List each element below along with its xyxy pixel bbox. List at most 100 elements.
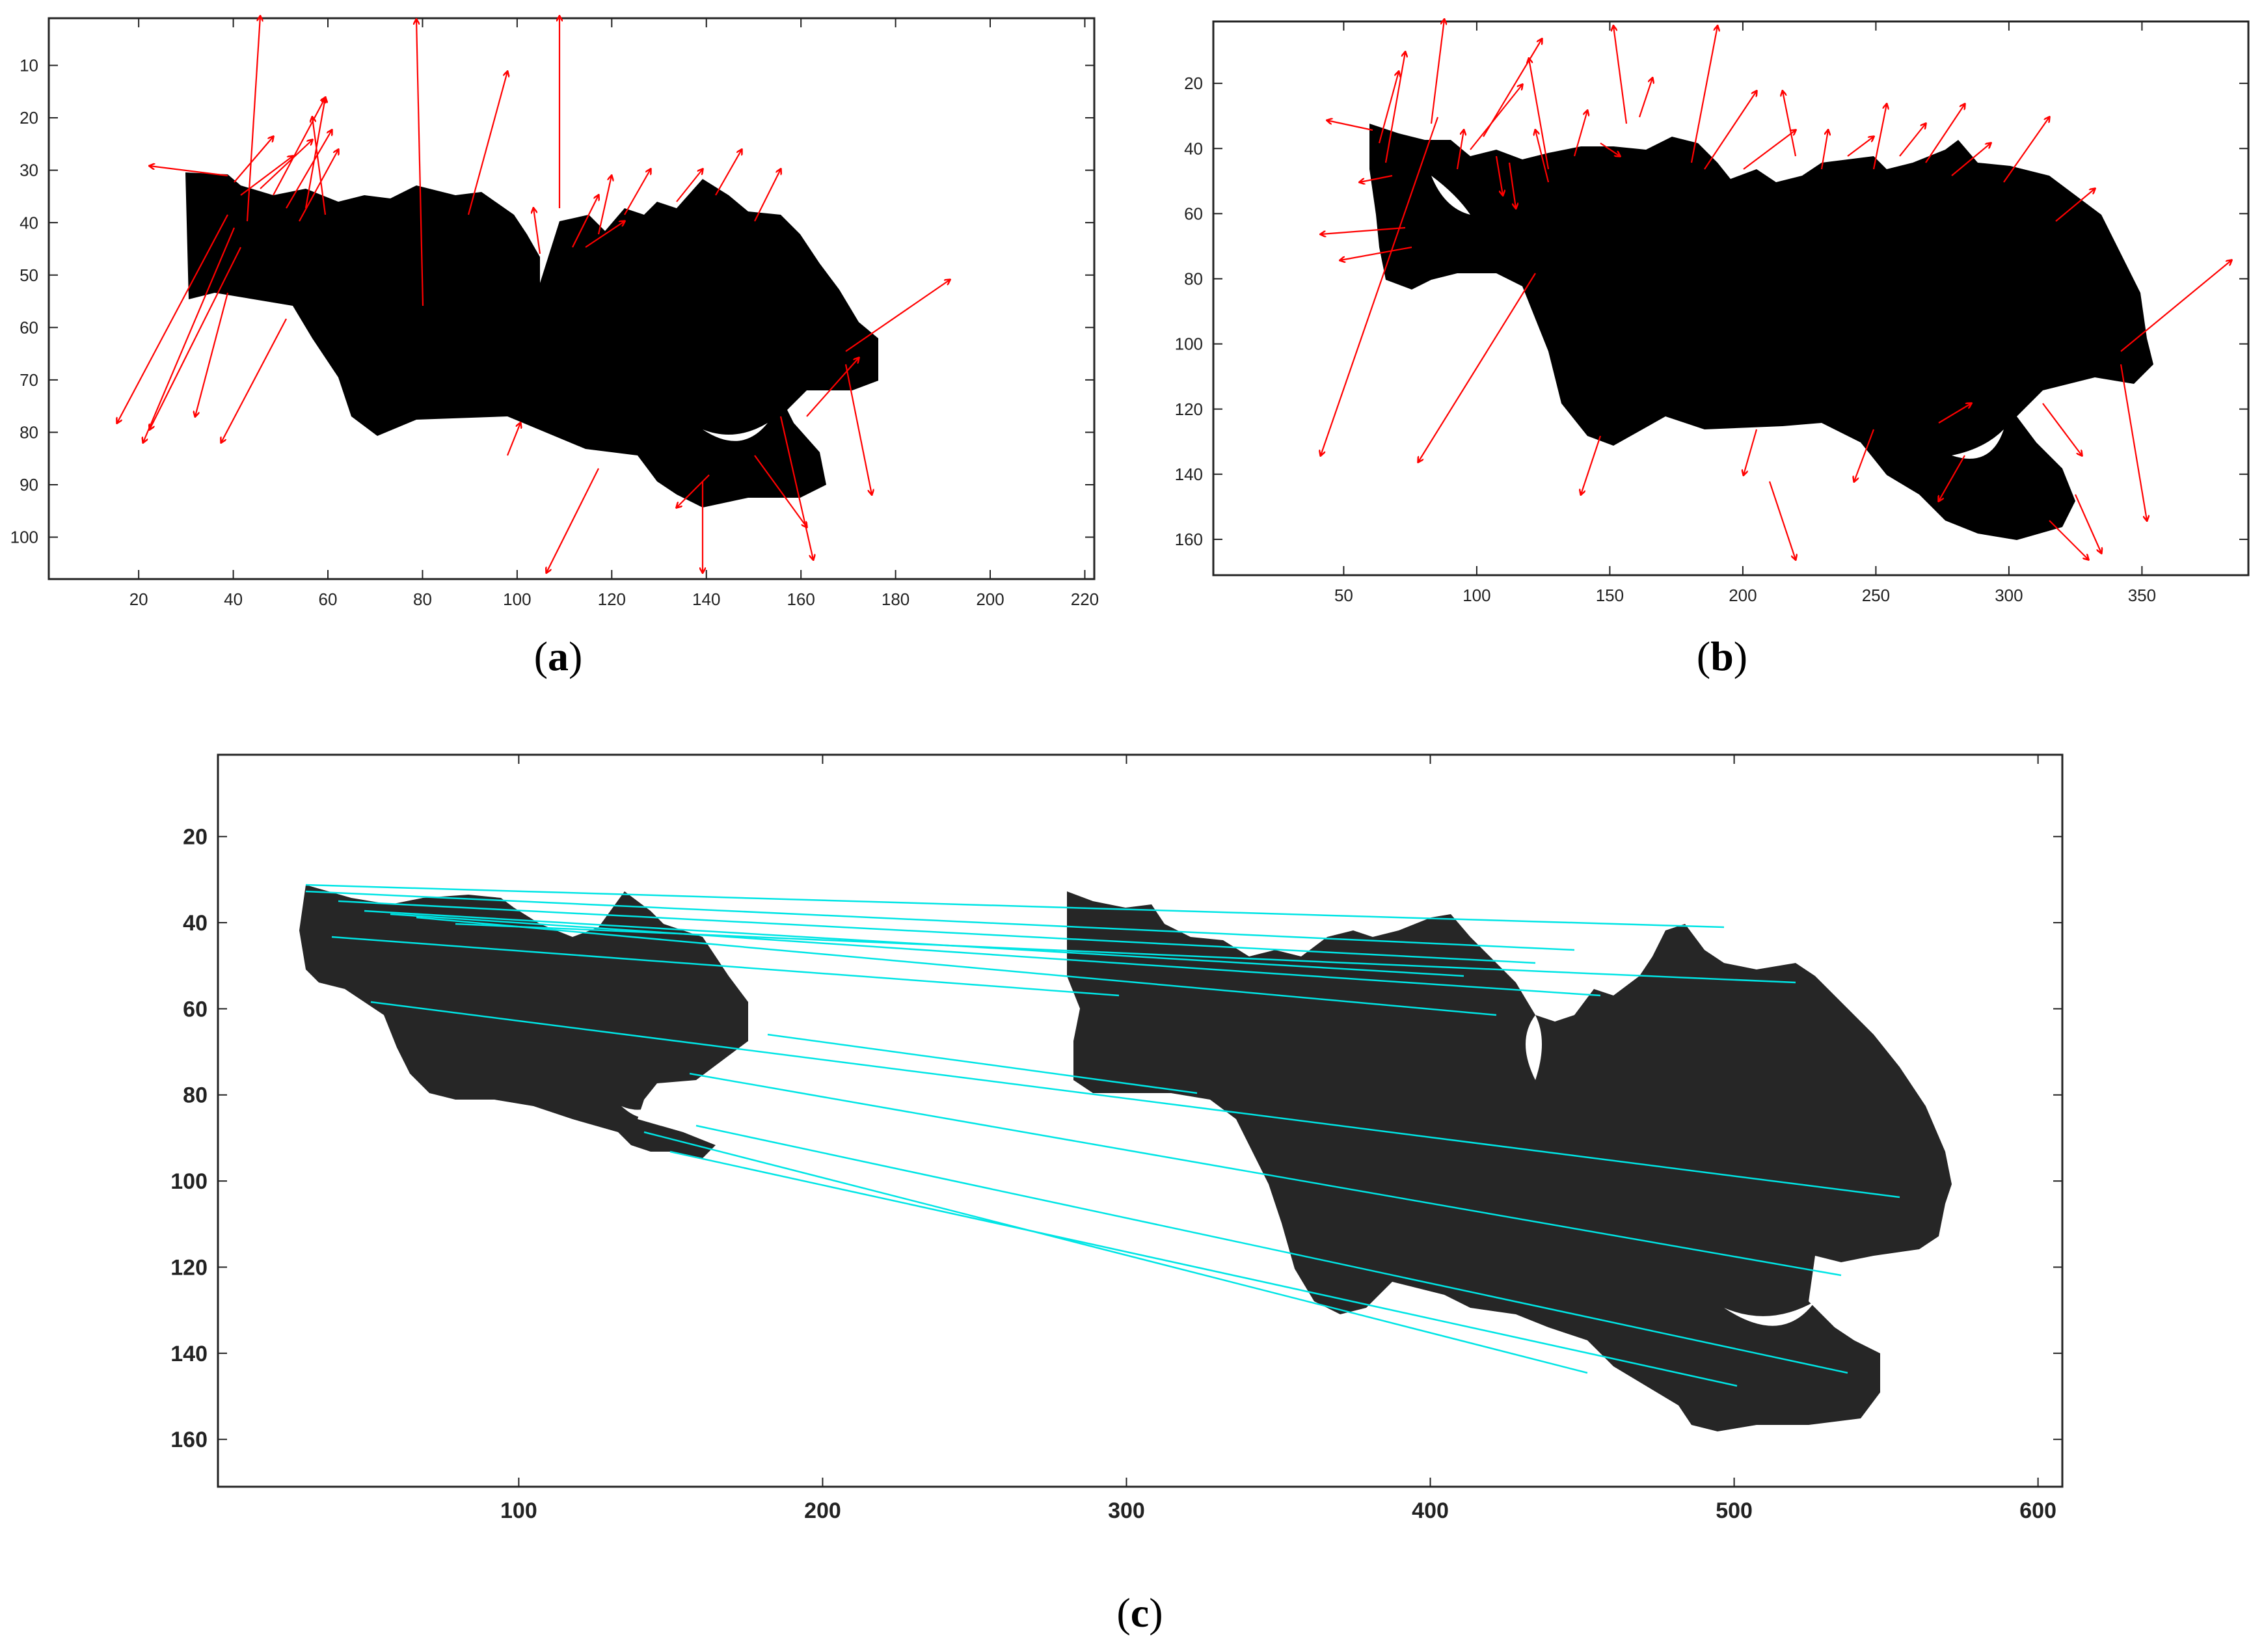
feature-arrow	[1939, 455, 1965, 501]
feature-arrow	[1854, 429, 1875, 481]
panel-a-ytick-label: 90	[20, 475, 38, 494]
panel-c-shape-right-hole-1	[1526, 1015, 1542, 1080]
panel-c-xtick-label: 600	[2019, 1498, 2056, 1523]
feature-arrow	[2074, 494, 2101, 553]
match-line	[455, 923, 1796, 984]
feature-arrow	[1581, 435, 1602, 494]
panel-a-xtick-label: 60	[319, 589, 338, 609]
panel-c-ytick-label: 60	[183, 997, 208, 1022]
feature-arrow	[2055, 189, 2095, 222]
panel-c-ytick-label: 100	[170, 1169, 208, 1194]
match-line	[305, 890, 1575, 951]
panel-a: 20 40 60 80 100 120 140 160 180 200 220 10 20 30 40 50…	[10, 16, 1099, 679]
panel-a-xtick-label: 180	[882, 589, 910, 609]
feature-arrow	[143, 227, 236, 442]
panel-b-caption: (b)	[1697, 633, 1747, 679]
feature-arrow	[286, 130, 332, 209]
panel-a-shape	[185, 172, 878, 508]
feature-arrow	[1600, 142, 1620, 156]
panel-a-ytick-label: 80	[20, 423, 38, 442]
feature-arrow	[806, 358, 859, 417]
feature-arrow	[246, 16, 260, 222]
panel-b-xtick-label: 100	[1462, 586, 1490, 605]
feature-arrow	[1508, 162, 1516, 208]
panel-a-yticks: 10 20 30 40 50 60 70 80 90 100	[10, 56, 1094, 547]
panel-c-xtick-label: 200	[804, 1498, 841, 1523]
feature-arrow	[195, 292, 229, 416]
panel-b-ytick-label: 100	[1175, 334, 1203, 354]
feature-arrow	[844, 364, 872, 494]
panel-b-ytick-label: 60	[1184, 204, 1203, 223]
feature-arrow	[1378, 72, 1399, 144]
panel-c-xtick-label: 300	[1108, 1498, 1145, 1523]
feature-arrow	[754, 169, 781, 222]
panel-c-xticks: 100 200 300 400 500 600	[500, 755, 2056, 1523]
panel-b-shape-hole-2	[1952, 429, 2004, 459]
feature-arrow	[1430, 20, 1444, 124]
feature-arrow	[1456, 130, 1464, 170]
panel-b-ytick-label: 20	[1184, 74, 1203, 93]
panel-a-xtick-label: 100	[503, 589, 531, 609]
feature-arrow	[150, 247, 241, 429]
panel-a-arrows	[117, 16, 950, 573]
panel-b-xtick-label: 300	[1995, 586, 2023, 605]
feature-arrow	[1938, 403, 1971, 424]
panel-a-ytick-label: 20	[20, 108, 38, 128]
feature-arrow	[221, 318, 287, 442]
match-line	[331, 936, 1120, 997]
panel-a-caption-letter: a	[548, 633, 569, 679]
panel-c-yticks: 20 40 60 80 100 120 140 160	[170, 825, 2062, 1452]
feature-arrow	[1384, 52, 1405, 163]
feature-arrow	[1872, 104, 1887, 170]
feature-arrow	[1820, 130, 1828, 170]
panel-c-xtick-label: 100	[500, 1498, 537, 1523]
feature-arrow	[1470, 85, 1522, 150]
feature-arrow	[1483, 39, 1542, 137]
feature-arrow	[1768, 481, 1796, 560]
panel-c-ytick-label: 120	[170, 1255, 208, 1280]
match-line	[338, 900, 1536, 964]
panel-c-match-lines	[305, 884, 1900, 1387]
feature-arrow	[1360, 174, 1393, 182]
feature-arrow	[1690, 26, 1718, 163]
feature-arrow	[506, 423, 520, 456]
panel-a-ytick-label: 10	[20, 56, 38, 75]
panel-b-caption-letter: b	[1710, 633, 1734, 679]
feature-arrow	[1899, 124, 1926, 157]
feature-arrow	[1951, 143, 1991, 176]
feature-arrow	[1418, 273, 1536, 462]
panel-c-caption: (c)	[1116, 1590, 1163, 1636]
panel-b-ytick-label: 80	[1184, 269, 1203, 289]
panel-c-caption-letter: c	[1131, 1590, 1149, 1636]
panel-c-ytick-label: 40	[183, 911, 208, 936]
feature-arrow	[624, 169, 651, 215]
feature-arrow	[1925, 104, 1965, 163]
match-line	[390, 913, 1601, 997]
feature-arrow	[546, 468, 599, 573]
feature-arrow	[2120, 364, 2147, 521]
panel-c-ytick-label: 20	[183, 825, 208, 850]
panel-a-xtick-label: 80	[413, 589, 432, 609]
panel-b-xtick-label: 50	[1334, 586, 1353, 605]
feature-arrow	[845, 280, 950, 352]
match-line	[695, 1124, 1848, 1374]
panel-a-ytick-label: 30	[20, 161, 38, 180]
panel-b-xtick-label: 150	[1596, 586, 1624, 605]
feature-arrow	[2120, 260, 2231, 352]
panel-c-shape-left-hole	[621, 1100, 664, 1118]
feature-arrow	[677, 474, 710, 508]
panel-b-ytick-label: 140	[1175, 465, 1203, 484]
panel-a-xtick-label: 220	[1071, 589, 1099, 609]
panel-b-plot	[1369, 124, 2153, 540]
panel-a-xtick-label: 140	[692, 589, 720, 609]
match-line	[305, 884, 1725, 928]
panel-b-shape-hole-1	[1431, 176, 1470, 215]
panel-b-xtick-label: 350	[2128, 586, 2156, 605]
feature-arrow	[1495, 156, 1503, 195]
feature-arrow	[1529, 59, 1550, 170]
feature-arrow	[1321, 226, 1406, 234]
feature-arrow	[234, 137, 273, 183]
match-line	[416, 916, 1497, 1016]
panel-a-shape-hole	[703, 423, 768, 441]
